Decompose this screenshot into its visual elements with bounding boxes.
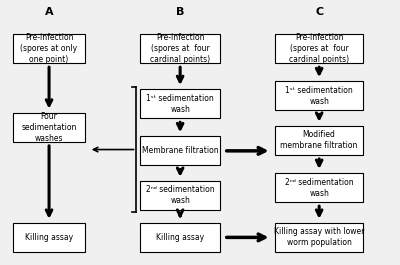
FancyBboxPatch shape <box>140 223 220 252</box>
Text: B: B <box>176 7 184 17</box>
Text: Pre-infection
(spores at only
one point): Pre-infection (spores at only one point) <box>20 33 78 64</box>
Text: 1ˢᵗ sedimentation
wash: 1ˢᵗ sedimentation wash <box>146 94 214 114</box>
Text: Killing assay with lower
worm population: Killing assay with lower worm population <box>274 227 364 248</box>
FancyBboxPatch shape <box>276 173 363 202</box>
FancyBboxPatch shape <box>140 34 220 63</box>
FancyBboxPatch shape <box>276 223 363 252</box>
FancyBboxPatch shape <box>276 34 363 63</box>
FancyBboxPatch shape <box>13 34 85 63</box>
FancyBboxPatch shape <box>276 126 363 155</box>
Text: Killing assay: Killing assay <box>25 233 73 242</box>
FancyBboxPatch shape <box>13 223 85 252</box>
Text: Pre-infection
(spores at  four
cardinal points): Pre-infection (spores at four cardinal p… <box>289 33 349 64</box>
FancyBboxPatch shape <box>276 81 363 110</box>
Text: Modified
membrane filtration: Modified membrane filtration <box>280 130 358 151</box>
Text: Four
sedimentation
washes: Four sedimentation washes <box>21 112 77 143</box>
Text: Membrane filtration: Membrane filtration <box>142 146 218 155</box>
Text: C: C <box>315 7 323 17</box>
FancyBboxPatch shape <box>140 136 220 165</box>
Text: Pre-infection
(spores at  four
cardinal points): Pre-infection (spores at four cardinal p… <box>150 33 210 64</box>
Text: Killing assay: Killing assay <box>156 233 204 242</box>
Text: 2ⁿᵈ sedimentation
wash: 2ⁿᵈ sedimentation wash <box>285 178 354 198</box>
FancyBboxPatch shape <box>140 89 220 118</box>
Text: 2ⁿᵈ sedimentation
wash: 2ⁿᵈ sedimentation wash <box>146 186 214 205</box>
FancyBboxPatch shape <box>13 113 85 142</box>
Text: A: A <box>45 7 53 17</box>
Text: 1ˢᵗ sedimentation
wash: 1ˢᵗ sedimentation wash <box>285 86 353 106</box>
FancyBboxPatch shape <box>140 181 220 210</box>
